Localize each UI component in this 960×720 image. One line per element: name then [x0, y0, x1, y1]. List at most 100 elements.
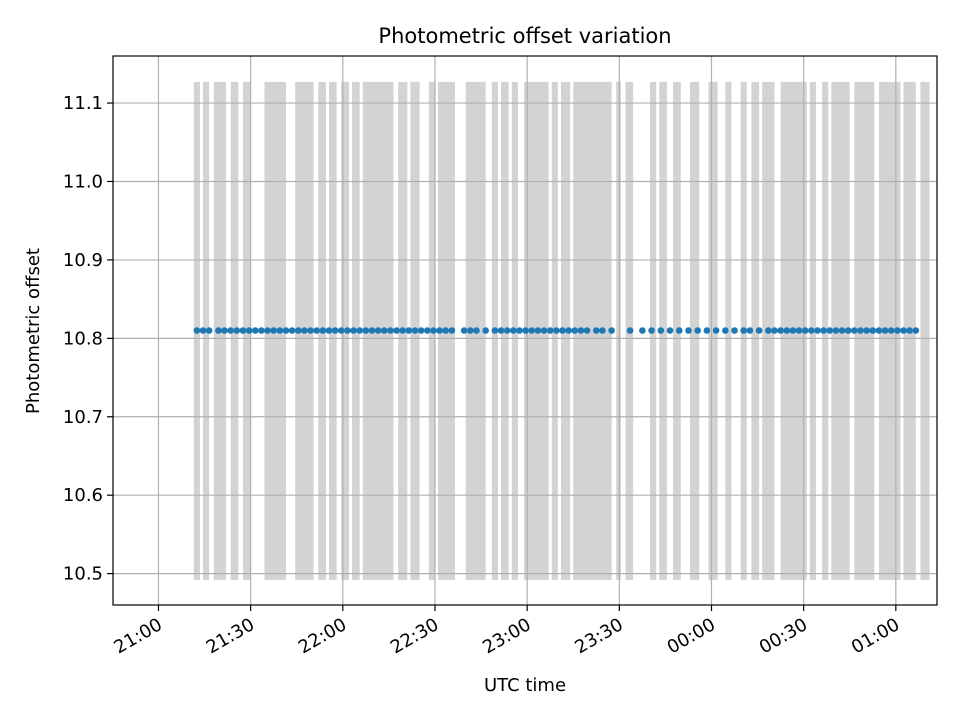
plot-frame: [112, 55, 938, 606]
data-point: [393, 327, 400, 334]
data-point: [801, 327, 809, 334]
data-point: [215, 327, 222, 334]
data-point: [875, 327, 883, 334]
data-point: [205, 327, 213, 334]
y-tick-label: 10.9: [63, 250, 103, 271]
data-point: [771, 327, 778, 334]
data-point: [814, 327, 821, 334]
data-point: [356, 327, 364, 334]
x-axis-label: UTC time: [484, 675, 566, 696]
y-tick-label: 10.6: [63, 485, 103, 506]
data-point: [319, 327, 327, 334]
data-point: [399, 327, 407, 334]
data-point: [755, 327, 763, 334]
data-point: [491, 327, 499, 334]
data-point: [331, 327, 339, 334]
data-point: [685, 327, 692, 334]
data-point: [516, 327, 523, 334]
data-point: [411, 327, 419, 334]
data-point: [282, 327, 290, 334]
x-tick-label: 23:30: [571, 614, 626, 658]
data-point: [423, 327, 431, 334]
data-point: [460, 327, 468, 334]
data-point: [436, 327, 443, 334]
data-point: [722, 327, 729, 334]
data-point: [844, 327, 852, 334]
data-point: [740, 327, 748, 334]
data-point: [227, 327, 234, 334]
data-point: [270, 327, 277, 334]
y-tick-label: 10.8: [63, 328, 103, 349]
data-point: [199, 327, 207, 334]
data-point: [577, 327, 585, 334]
data-point: [565, 327, 572, 334]
data-point: [789, 327, 797, 334]
data-point: [442, 327, 450, 334]
data-point: [239, 327, 247, 334]
data-point: [374, 327, 382, 334]
data-point: [325, 327, 333, 334]
x-axis-ticks: 21:00 21:30 22:00 22:30 23:00 23:30 00:00 00:30…: [111, 605, 903, 658]
data-point: [694, 327, 701, 334]
data-point: [417, 327, 425, 334]
y-axis-label: Photometric offset: [23, 248, 44, 414]
data-point: [503, 327, 511, 334]
y-axis-ticks: 10.5 10.6 10.7 10.8 10.9 11.0 11.1: [63, 93, 113, 585]
data-point: [869, 327, 877, 334]
x-tick-label: 21:30: [203, 614, 258, 658]
data-point: [430, 327, 437, 334]
data-point: [337, 327, 345, 334]
data-point: [522, 327, 529, 334]
x-tick-label: 23:00: [479, 614, 534, 658]
data-point: [777, 327, 784, 334]
data-point: [448, 327, 456, 334]
data-point: [832, 327, 840, 334]
data-point: [703, 327, 711, 334]
data-point: [528, 327, 536, 334]
data-point: [881, 327, 889, 334]
x-tick-label: 00:00: [664, 614, 719, 658]
data-point: [467, 327, 474, 334]
data-point: [288, 327, 296, 334]
data-point: [482, 327, 489, 334]
data-point: [307, 327, 314, 334]
data-point: [851, 327, 858, 334]
data-point: [894, 327, 901, 334]
data-point: [838, 327, 846, 334]
shaded-interval: [616, 81, 621, 580]
data-point: [657, 327, 665, 334]
data-point: [571, 327, 579, 334]
data-point: [313, 327, 320, 334]
data-point: [368, 327, 376, 334]
data-point: [233, 327, 241, 334]
data-point: [221, 327, 228, 334]
data-point: [546, 327, 554, 334]
data-point: [350, 327, 357, 334]
data-point: [666, 327, 674, 334]
data-point: [583, 327, 591, 334]
data-point: [765, 327, 772, 334]
data-point: [497, 327, 505, 334]
data-point: [553, 327, 560, 334]
x-tick-label: 01:00: [848, 614, 903, 658]
y-tick-label: 11.1: [63, 93, 103, 114]
data-point: [746, 327, 754, 334]
data-point: [473, 327, 480, 334]
data-point: [540, 327, 548, 334]
data-point: [795, 327, 803, 334]
data-point: [344, 327, 351, 334]
data-point: [387, 327, 394, 334]
data-point: [820, 327, 827, 334]
data-point: [783, 327, 791, 334]
data-point: [608, 327, 615, 334]
data-point: [405, 327, 413, 334]
data-point: [808, 327, 815, 334]
data-point: [712, 327, 720, 334]
data-point: [863, 327, 870, 334]
data-point: [731, 327, 738, 334]
shaded-interval: [920, 81, 930, 580]
data-point: [912, 327, 920, 334]
data-point: [510, 327, 517, 334]
data-point: [251, 327, 259, 334]
